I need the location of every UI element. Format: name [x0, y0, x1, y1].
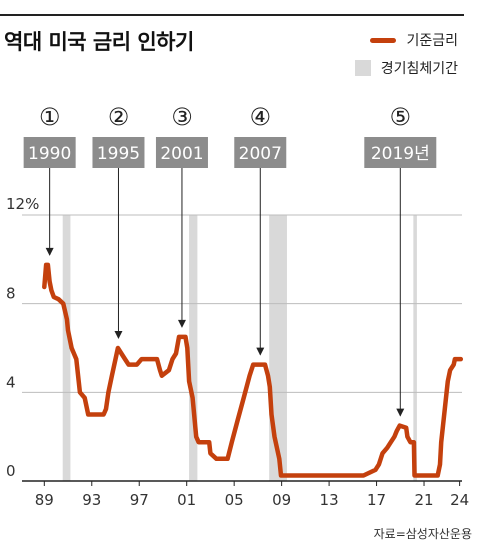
x-tick-label: 21 — [414, 491, 433, 509]
annotation-arrowhead — [396, 408, 405, 417]
title-rule — [0, 14, 464, 16]
annotation-box — [92, 137, 145, 168]
annotation-arrowhead — [177, 319, 186, 328]
x-tick-label: 05 — [225, 491, 244, 509]
x-tick-label: 13 — [320, 491, 339, 509]
annotation-arrowhead — [114, 331, 123, 339]
legend-item-recession: 경기침체기간 — [354, 58, 458, 78]
annotation-number: ① — [39, 103, 61, 131]
annotation-arrowhead — [45, 247, 54, 256]
legend-item-rate: 기준금리 — [370, 30, 458, 50]
x-tick-label: 01 — [177, 491, 196, 509]
y-tick-label: 8 — [6, 285, 16, 303]
recession-band — [62, 215, 71, 481]
legend-label-recession: 경기침체기간 — [380, 61, 458, 77]
y-tick-label: 12% — [6, 195, 39, 213]
x-tick-label: 24 — [450, 491, 469, 509]
recession-band — [413, 215, 417, 481]
legend-line-swatch — [370, 37, 397, 43]
x-tick-label: 89 — [35, 491, 54, 509]
legend-box-swatch — [354, 60, 371, 76]
y-tick-label: 0 — [6, 462, 16, 480]
x-tick-label: 09 — [272, 491, 291, 509]
y-tick-label: 4 — [6, 373, 16, 391]
x-tick-label: 97 — [130, 491, 149, 509]
annotation-number: ② — [108, 103, 130, 131]
recession-band — [269, 215, 287, 481]
annotation-label: 2001 — [160, 144, 203, 164]
annotation-label: 1995 — [97, 144, 140, 164]
annotation-box — [364, 137, 437, 168]
source-note: 자료=삼성자산운용 — [373, 527, 472, 541]
annotation-number: ④ — [250, 103, 272, 131]
annotation-label: 2019년 — [371, 144, 430, 164]
annotation-number: ⑤ — [390, 103, 412, 131]
annotation-box — [23, 137, 76, 168]
annotation-box — [155, 137, 208, 168]
annotation-label: 1990 — [28, 144, 71, 164]
annotation-number: ③ — [171, 103, 193, 131]
x-tick-label: 17 — [367, 491, 386, 509]
chart-title: 역대 미국 금리 인하기 — [4, 30, 194, 54]
annotation-label: 2007 — [239, 144, 282, 164]
recession-band — [189, 215, 198, 481]
x-tick-label: 93 — [82, 491, 101, 509]
annotation-arrowhead — [256, 347, 265, 356]
annotation-box — [234, 137, 287, 168]
legend-label-rate: 기준금리 — [406, 33, 458, 49]
rate-line — [42, 262, 464, 478]
